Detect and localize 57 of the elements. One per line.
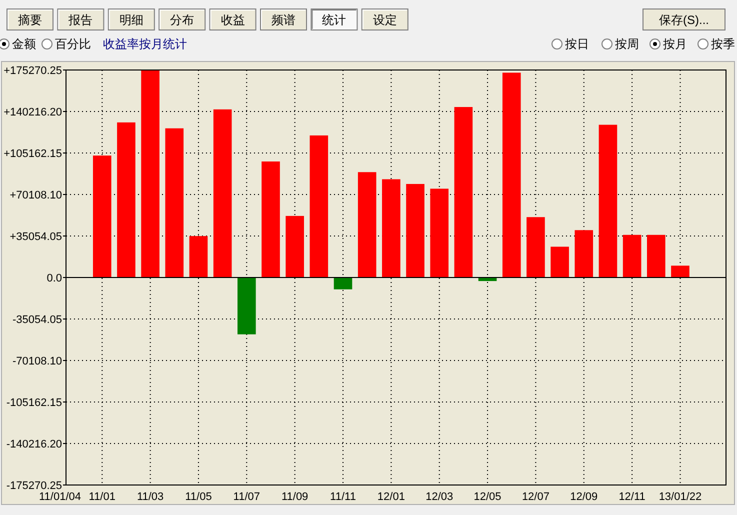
bar (213, 109, 232, 278)
bar (526, 217, 545, 278)
bar (310, 135, 328, 278)
bar (286, 216, 304, 278)
y-tick-label: +105162.15 (4, 148, 62, 160)
x-tick-label: 12/05 (474, 491, 502, 503)
bar (598, 124, 618, 278)
x-tick-label: 11/03 (136, 491, 164, 503)
radio: 按季 (698, 37, 735, 51)
radio: 按日 (552, 37, 589, 51)
bar (141, 70, 160, 278)
y-tick-label: 0.0 (46, 272, 62, 284)
radio: 按周 (602, 37, 639, 51)
x-tick-label: 11/09 (281, 491, 308, 503)
bar (574, 230, 594, 278)
radio: 按月 (650, 37, 687, 51)
x-tick-label: 12/11 (618, 491, 646, 503)
bar (502, 72, 521, 278)
bar (550, 246, 569, 278)
text: 11/01/04 (38, 491, 82, 503)
radio: 金额 (0, 37, 36, 51)
bar (406, 184, 424, 278)
x-tick-label: 12/03 (426, 491, 454, 503)
bar (165, 128, 184, 278)
y-tick-label: +140216.20 (4, 106, 62, 118)
bar (189, 236, 208, 278)
x-tick-label: 12/07 (522, 491, 550, 503)
bar (382, 179, 400, 278)
y-tick-label: -70108.10 (12, 356, 62, 368)
x-tick-label: 11/01 (88, 491, 116, 503)
y-tick-label: +70108.10 (10, 190, 62, 202)
y-tick-label: +175270.25 (4, 65, 62, 77)
x-tick-label: 11/05 (185, 491, 212, 503)
bar (334, 278, 352, 290)
y-tick-label: -105162.15 (6, 397, 62, 409)
bar (646, 234, 666, 278)
x-tick-label: 12/01 (377, 491, 405, 503)
x-tick-label: 11/11 (330, 491, 356, 503)
x-tick-label: 11/07 (233, 491, 260, 503)
radio: 百分比 (42, 37, 91, 51)
bar (358, 172, 376, 278)
bar (262, 161, 280, 278)
y-tick-label: -140216.20 (6, 438, 62, 450)
bar (622, 234, 642, 278)
y-tick-label: -175270.25 (6, 480, 62, 492)
bar (92, 156, 112, 278)
x-tick-label: 12/09 (570, 491, 598, 503)
y-tick-label: +35054.05 (10, 231, 62, 243)
toolbar: 摘要 报告 明细 分布 收益 频谱 统计 设定 保存(S)... (6, 8, 726, 30)
bar (238, 278, 256, 334)
bar (117, 122, 136, 278)
chart-title: 收益率按月统计 (103, 37, 187, 51)
bar (454, 107, 473, 278)
x-tick-label: 13/01/22 (658, 491, 702, 503)
bar (671, 266, 690, 278)
bar (430, 188, 449, 278)
y-tick-label: -35054.05 (12, 314, 62, 326)
